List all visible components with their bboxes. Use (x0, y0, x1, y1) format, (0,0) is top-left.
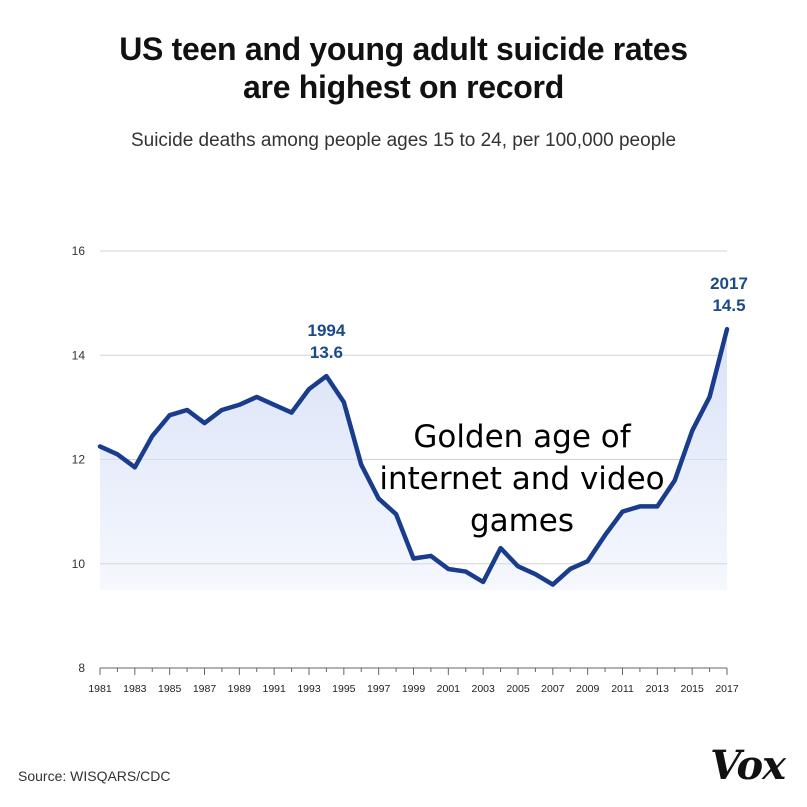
x-tick-label-2001: 2001 (437, 683, 461, 695)
data-point-1987 (203, 421, 207, 425)
data-point-2005 (516, 564, 520, 568)
x-tick-label-1983: 1983 (123, 683, 147, 695)
data-point-2008 (568, 567, 572, 571)
chart-subtitle: Suicide deaths among people ages 15 to 2… (130, 130, 677, 151)
x-tick-label-1999: 1999 (402, 683, 426, 695)
data-point-1982 (115, 452, 119, 456)
x-tick-label-1991: 1991 (262, 683, 286, 695)
y-tick-label-8: 8 (78, 661, 85, 675)
overlay-text-line-3: games (470, 503, 574, 539)
series-line (97, 326, 730, 587)
x-tick-label-2011: 2011 (611, 683, 634, 695)
overlay-text-line-2: internet and video (379, 461, 664, 497)
data-point-2012 (638, 504, 642, 508)
annotation-year-2017: 2017 (710, 274, 748, 293)
x-tick-label-1993: 1993 (297, 683, 321, 695)
x-tick-label-2017: 2017 (715, 683, 739, 695)
data-point-1991 (272, 403, 276, 407)
data-point-1996 (359, 463, 363, 467)
chart-title-line-1: US teen and young adult suicide rates (119, 31, 688, 67)
data-point-1990 (255, 395, 259, 399)
x-tick-label-2007: 2007 (541, 683, 565, 695)
data-point-2002 (464, 570, 468, 574)
x-tick-label-1985: 1985 (158, 683, 182, 695)
x-tick-label-2015: 2015 (680, 683, 704, 695)
data-point-2014 (673, 478, 677, 482)
data-point-1983 (133, 465, 137, 469)
data-point-2000 (429, 554, 433, 558)
data-point-1988 (220, 408, 224, 412)
source-note: Source: WISQARS/CDC (18, 768, 171, 784)
data-point-2013 (655, 504, 659, 508)
data-point-1994 (324, 374, 328, 378)
data-point-2010 (603, 533, 607, 537)
x-tick-label-1981: 1981 (88, 683, 112, 695)
y-tick-label-10: 10 (72, 557, 86, 571)
data-point-2004 (499, 546, 503, 550)
y-tick-label-14: 14 (72, 348, 86, 362)
data-point-1993 (307, 387, 311, 391)
y-tick-label-16: 16 (72, 244, 86, 258)
data-point-1997 (377, 497, 381, 501)
overlay-text-line-1: Golden age of (413, 419, 631, 455)
data-point-1985 (168, 413, 172, 417)
x-tick-label-2013: 2013 (646, 683, 670, 695)
chart-title: US teen and young adult suicide rates ar… (0, 30, 807, 106)
data-point-1986 (185, 408, 189, 412)
data-point-1995 (342, 400, 346, 404)
x-tick-label-2003: 2003 (471, 683, 495, 695)
x-tick-label-1987: 1987 (193, 683, 217, 695)
annotation-value-13.6: 13.6 (310, 343, 343, 362)
data-point-1984 (150, 434, 154, 438)
y-tick-label-12: 12 (72, 453, 86, 467)
data-point-1992 (290, 411, 294, 415)
data-point-2007 (551, 583, 555, 587)
x-tick-label-2009: 2009 (576, 683, 600, 695)
data-point-2011 (621, 510, 625, 514)
data-point-1999 (412, 557, 416, 561)
data-point-2015 (690, 429, 694, 433)
x-tick-label-1995: 1995 (332, 683, 356, 695)
data-point-2009 (586, 559, 590, 563)
data-point-2006 (533, 572, 537, 576)
x-tick-label-2005: 2005 (506, 683, 530, 695)
annotation-value-14.5: 14.5 (712, 296, 745, 315)
data-point-2003 (481, 580, 485, 584)
data-point-1998 (394, 512, 398, 516)
x-tick-label-1997: 1997 (367, 683, 391, 695)
vox-logo: Vox (710, 742, 786, 789)
chart-title-line-2: are highest on record (243, 69, 564, 105)
data-point-1989 (237, 403, 241, 407)
data-point-1981 (98, 444, 102, 448)
area-fill (100, 329, 727, 590)
x-tick-label-1989: 1989 (228, 683, 252, 695)
annotation-year-1994: 1994 (308, 321, 346, 340)
data-point-2017 (725, 327, 729, 331)
data-point-2001 (446, 567, 450, 571)
data-point-2016 (708, 395, 712, 399)
